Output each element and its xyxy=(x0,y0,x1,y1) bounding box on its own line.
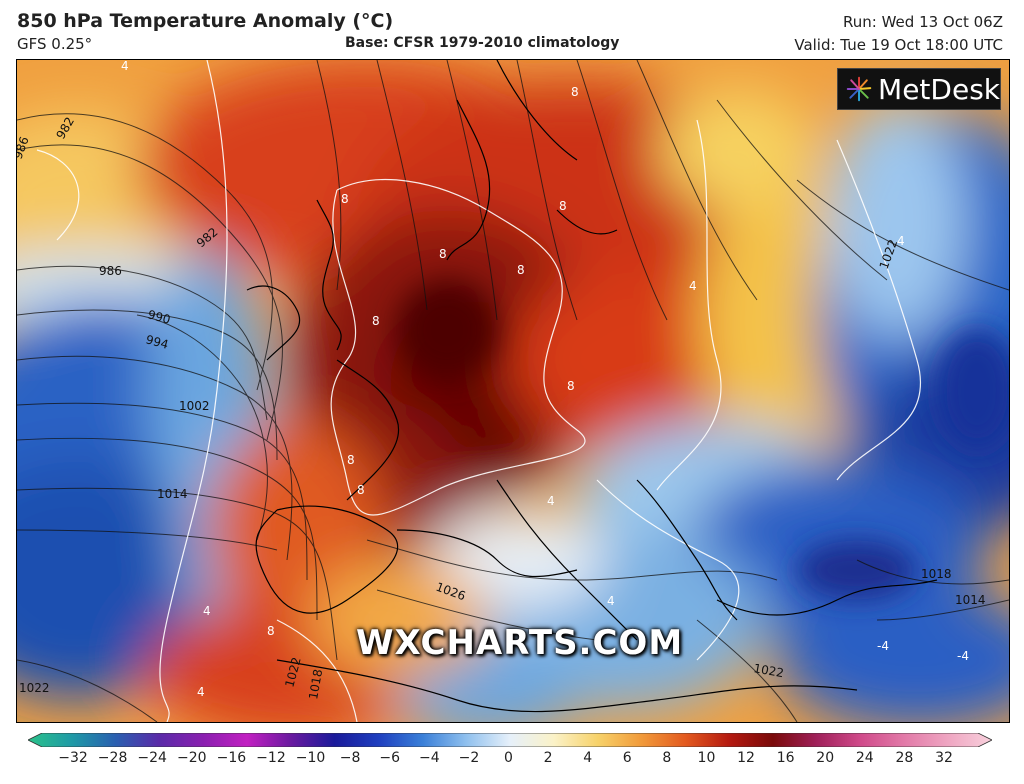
isobar-label: 1022 xyxy=(752,661,785,680)
anomaly-label: 8 xyxy=(517,263,525,277)
isobar-label: 1018 xyxy=(921,567,952,581)
colorbar-tick-label: 28 xyxy=(895,750,914,766)
colorbar-tick-label: −32 xyxy=(58,750,88,766)
anomaly-map[interactable]: 986 982 982 986 990 994 1002 1014 1026 1… xyxy=(16,59,1010,723)
model-label: GFS 0.25° xyxy=(17,35,93,53)
colorbar-tick-label: 32 xyxy=(935,750,953,766)
anomaly-label: 4 xyxy=(689,279,697,293)
metdesk-logo-text: MetDesk xyxy=(878,72,1000,106)
anomaly-label: 8 xyxy=(372,314,380,328)
colorbar-tick-label: 20 xyxy=(816,750,835,766)
anomaly-label: 4 xyxy=(607,594,615,608)
colorbar-tick-label: −10 xyxy=(295,750,326,766)
colorbar-body xyxy=(28,733,992,747)
colorbar-tick-label: 2 xyxy=(543,750,553,766)
chart-header: 850 hPa Temperature Anomaly (°C) GFS 0.2… xyxy=(0,0,1024,58)
colorbar-tick-label: 6 xyxy=(622,750,632,766)
anomaly-label: 8 xyxy=(357,483,365,497)
isobar-label: 1014 xyxy=(955,593,986,607)
colorbar-ticks: −32 −28 −24 −20 −16 −12 −10 −8 −6 −4 −2 0 2 4 6 8 10 12 16… xyxy=(28,750,992,770)
colorbar-tick-label: −16 xyxy=(216,750,247,766)
anomaly-label: 8 xyxy=(559,199,567,213)
map-canvas: 986 982 982 986 990 994 1002 1014 1026 1… xyxy=(17,60,1009,722)
colorbar-tick-label: 8 xyxy=(662,750,672,766)
anomaly-label: 8 xyxy=(341,192,349,206)
anomaly-label: -4 xyxy=(877,639,889,653)
anomaly-label: 8 xyxy=(439,247,447,261)
colorbar-tick-label: −6 xyxy=(379,750,401,766)
colorbar-tick-label: −8 xyxy=(339,750,361,766)
isobar-label: 1014 xyxy=(157,487,188,501)
colorbar-tick-label: 10 xyxy=(697,750,716,766)
metdesk-logo: MetDesk xyxy=(837,68,1001,110)
colorbar xyxy=(28,733,992,747)
chart-title: 850 hPa Temperature Anomaly (°C) xyxy=(17,10,394,32)
wxcharts-watermark: WXCHARTS.COM xyxy=(356,623,684,663)
isobar-label: 990 xyxy=(146,307,172,326)
colorbar-tick-label: 4 xyxy=(583,750,593,766)
anomaly-label: 4 xyxy=(897,234,905,248)
metdesk-burst-icon xyxy=(846,76,872,102)
isobar-label: 986 xyxy=(99,264,122,278)
isobar-label: 1022 xyxy=(19,681,50,695)
climatology-base-label: Base: CFSR 1979-2010 climatology xyxy=(345,35,620,51)
run-time-label: Run: Wed 13 Oct 06Z xyxy=(843,13,1003,31)
colorbar-tick-label: 12 xyxy=(737,750,755,766)
anomaly-label: 4 xyxy=(203,604,211,618)
colorbar-tick-label: 0 xyxy=(504,750,513,766)
anomaly-label: 4 xyxy=(121,60,129,73)
anomaly-label: -4 xyxy=(957,649,969,663)
anomaly-label: 8 xyxy=(267,624,275,638)
colorbar-tick-label: −20 xyxy=(176,750,207,766)
colorbar-tick-label: −2 xyxy=(458,750,480,766)
anomaly-label: 8 xyxy=(347,453,355,467)
colorbar-tick-label: −24 xyxy=(137,750,167,766)
anomaly-label: 4 xyxy=(197,685,205,699)
colorbar-tick-label: −12 xyxy=(256,750,286,766)
isobar-label: 1002 xyxy=(179,399,210,413)
colorbar-tick-label: −28 xyxy=(97,750,128,766)
isobar-label: 994 xyxy=(144,332,170,351)
colorbar-tick-label: −4 xyxy=(418,750,440,766)
anomaly-label: 8 xyxy=(571,85,579,99)
anomaly-label: 4 xyxy=(547,494,555,508)
anomaly-label: 8 xyxy=(567,379,575,393)
isobar-label: 1018 xyxy=(306,668,325,701)
colorbar-tick-label: 24 xyxy=(855,750,874,766)
valid-time-label: Valid: Tue 19 Oct 18:00 UTC xyxy=(794,36,1003,54)
colorbar-tick-label: 16 xyxy=(776,750,795,766)
